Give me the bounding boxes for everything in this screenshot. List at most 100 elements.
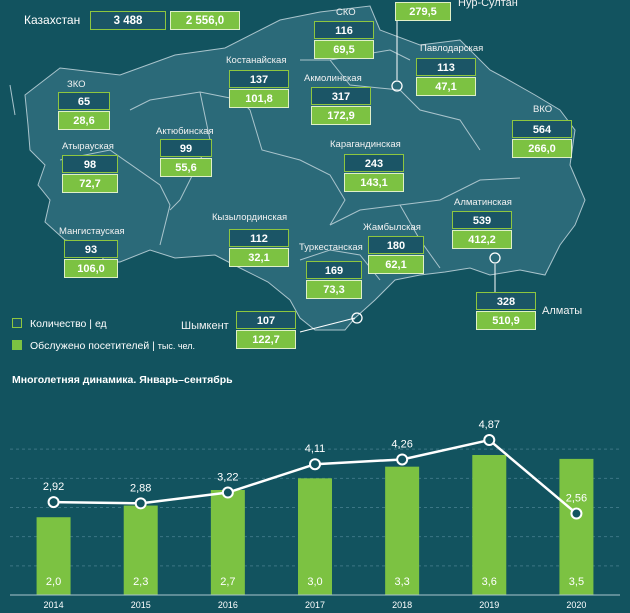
region-count: 65 bbox=[58, 92, 110, 110]
kazakhstan-label: Казахстан bbox=[24, 13, 81, 27]
region-label-nur-sultan: Нур-Султан bbox=[458, 0, 518, 9]
region-visitors: 28,6 bbox=[58, 111, 110, 130]
region-visitors: 73,3 bbox=[306, 280, 362, 299]
region-count: 137 bbox=[229, 70, 289, 88]
region-label-pavlodar: Павлодарская bbox=[420, 43, 484, 54]
bar-label-2015: 2,3 bbox=[133, 576, 148, 588]
region-box-zhambyl: 180 62,1 bbox=[368, 236, 424, 274]
line-label-2016: 3,22 bbox=[217, 472, 238, 484]
line-point-2017 bbox=[309, 458, 321, 471]
region-visitors: 266,0 bbox=[512, 139, 572, 158]
region-label-mangistau: Мангистауская bbox=[59, 226, 125, 237]
region-count: 113 bbox=[416, 58, 476, 76]
line-label-2019: 4,87 bbox=[479, 419, 500, 431]
region-box-almaty-city: 328 510,9 bbox=[476, 292, 536, 330]
region-box-aktobe: 99 55,6 bbox=[160, 139, 212, 177]
region-label-kyzylorda: Кызылординская bbox=[212, 212, 288, 223]
region-label-aktobe: Актюбинская bbox=[156, 126, 214, 137]
nur-sultan-visitors: 279,5 bbox=[395, 2, 451, 21]
line-point-2014 bbox=[47, 496, 60, 509]
region-label-vko: ВКО bbox=[533, 104, 553, 115]
region-visitors: 510,9 bbox=[476, 311, 536, 330]
region-visitors: 62,1 bbox=[368, 255, 424, 274]
bar-label-2016: 2,7 bbox=[220, 576, 235, 588]
line-label-2015: 2,88 bbox=[130, 482, 151, 494]
region-box-kyzylorda: 112 32,1 bbox=[229, 229, 289, 267]
region-box-almaty-region: 539 412,2 bbox=[452, 211, 512, 249]
line-point-2016 bbox=[221, 486, 234, 499]
bar-2017 bbox=[298, 478, 332, 595]
line-point-2018 bbox=[396, 453, 409, 466]
region-visitors: 69,5 bbox=[314, 40, 374, 59]
region-box-kostanay: 137 101,8 bbox=[229, 70, 289, 108]
region-label-almaty-region: Алматинская bbox=[454, 197, 512, 208]
x-tick-2019: 2019 bbox=[479, 600, 499, 610]
region-count: 180 bbox=[368, 236, 424, 254]
region-box-turkestan: 169 73,3 bbox=[306, 261, 362, 299]
bar-2016 bbox=[210, 490, 245, 595]
region-box-vko: 564 266,0 bbox=[512, 120, 572, 158]
region-visitors: 55,6 bbox=[160, 158, 212, 177]
line-point-2019 bbox=[483, 434, 496, 447]
region-count: 317 bbox=[311, 87, 371, 105]
region-label-almaty-city: Алматы bbox=[542, 305, 583, 317]
region-visitors: 47,1 bbox=[416, 77, 476, 96]
x-tick-2020: 2020 bbox=[566, 600, 586, 610]
region-label-karaganda: Карагандинская bbox=[330, 139, 401, 150]
region-visitors: 412,2 bbox=[452, 230, 512, 249]
region-box-sko: 116 69,5 bbox=[314, 21, 374, 59]
region-count: 107 bbox=[236, 311, 296, 329]
bar-2018 bbox=[385, 466, 420, 595]
region-box-karaganda: 243 143,1 bbox=[344, 154, 404, 192]
x-tick-2018: 2018 bbox=[392, 600, 412, 610]
region-visitors: 101,8 bbox=[229, 89, 289, 108]
kazakhstan-count: 3 488 bbox=[90, 11, 166, 30]
region-box-atyrau: 98 72,7 bbox=[62, 155, 118, 193]
legend-visitors: Обслужено посетителей | тыс. чел. bbox=[12, 340, 195, 352]
bar-label-2019: 3,6 bbox=[482, 576, 497, 588]
region-visitors: 143,1 bbox=[344, 173, 404, 192]
bar-2020 bbox=[559, 458, 594, 595]
line-point-2020 bbox=[570, 507, 583, 520]
legend-visitors-unit: тыс. чел. bbox=[157, 341, 195, 351]
line-label-2017: 4,11 bbox=[305, 443, 326, 455]
kazakhstan-visitors: 2 556,0 bbox=[170, 11, 240, 30]
region-label-zko: ЗКО bbox=[67, 79, 86, 90]
legend-visitors-swatch bbox=[12, 340, 22, 350]
region-label-zhambyl: Жамбылская bbox=[363, 222, 421, 233]
bar-2019 bbox=[472, 455, 507, 595]
region-count: 93 bbox=[64, 240, 118, 258]
dynamics-chart: 2,0 2,3 2,7 3,0 3,3 3,6 3,5 2014 2015 2016 2017 201… bbox=[10, 419, 620, 610]
region-count: 169 bbox=[306, 261, 362, 279]
bar-2015 bbox=[123, 505, 158, 595]
bar-2014 bbox=[36, 517, 71, 595]
region-visitors: 122,7 bbox=[236, 330, 296, 349]
region-box-shymkent: 107 122,7 bbox=[236, 311, 296, 349]
bar-label-2018: 3,3 bbox=[394, 576, 409, 588]
region-box-mangistau: 93 106,0 bbox=[64, 240, 118, 278]
region-label-akmola: Акмолинская bbox=[304, 73, 362, 84]
region-box-akmola: 317 172,9 bbox=[311, 87, 371, 125]
region-label-kostanay: Костанайская bbox=[226, 55, 287, 66]
region-label-turkestan: Туркестанская bbox=[299, 242, 363, 253]
region-label-sko: СКО bbox=[336, 7, 356, 18]
x-tick-2016: 2016 bbox=[218, 600, 238, 610]
x-tick-2015: 2015 bbox=[131, 600, 151, 610]
line-label-2020: 2,56 bbox=[566, 493, 587, 505]
line-label-2018: 4,26 bbox=[391, 438, 412, 450]
region-count: 98 bbox=[62, 155, 118, 173]
line-point-2015 bbox=[134, 497, 147, 510]
region-label-shymkent: Шымкент bbox=[181, 320, 229, 332]
line-label-2014: 2,92 bbox=[43, 481, 64, 493]
region-count: 243 bbox=[344, 154, 404, 172]
legend-count-label: Количество | ед bbox=[30, 318, 107, 330]
region-count: 112 bbox=[229, 229, 289, 247]
region-visitors: 72,7 bbox=[62, 174, 118, 193]
region-label-atyrau: Атырауская bbox=[62, 141, 114, 152]
region-visitors: 172,9 bbox=[311, 106, 371, 125]
region-count: 564 bbox=[512, 120, 572, 138]
x-tick-2014: 2014 bbox=[44, 600, 64, 610]
region-visitors: 32,1 bbox=[229, 248, 289, 267]
bar-label-2020: 3,5 bbox=[569, 576, 584, 588]
region-box-pavlodar: 113 47,1 bbox=[416, 58, 476, 96]
